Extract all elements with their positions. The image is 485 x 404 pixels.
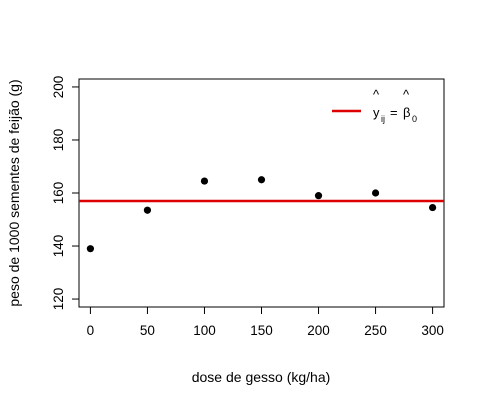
- x-tick-label: 200: [307, 323, 330, 338]
- data-point: [143, 206, 152, 214]
- svg-text:^: ^: [373, 87, 380, 102]
- x-axis-label: dose de gesso (kg/ha): [192, 369, 331, 385]
- y-tick-label: 200: [51, 76, 66, 99]
- legend-label: ^ y ij = ^ β 0: [373, 87, 417, 124]
- svg-text:^: ^: [403, 87, 410, 102]
- y-tick-label: 180: [51, 129, 66, 152]
- y-axis: 120 140 160 180 200: [51, 76, 80, 311]
- y-tick-label: 160: [51, 182, 66, 205]
- legend-lhs-sub: ij: [381, 114, 385, 124]
- legend-lhs: y: [373, 105, 380, 120]
- data-point: [86, 245, 95, 253]
- x-tick-label: 250: [364, 323, 387, 338]
- data-point: [371, 189, 380, 197]
- x-tick-label: 300: [421, 323, 444, 338]
- legend: ^ y ij = ^ β 0: [332, 87, 417, 124]
- data-points: [86, 176, 437, 253]
- y-axis-label: peso de 1000 sementes de feijão (g): [6, 79, 22, 306]
- legend-rhs: β: [403, 105, 410, 120]
- data-point: [200, 177, 209, 185]
- x-axis: 0 50 100 150 200 250 300: [87, 306, 444, 338]
- data-point: [314, 192, 323, 200]
- x-tick-label: 50: [140, 323, 155, 338]
- y-tick-label: 140: [51, 235, 66, 258]
- data-point: [257, 176, 266, 184]
- x-tick-label: 0: [87, 323, 95, 338]
- y-tick-label: 120: [51, 288, 66, 311]
- svg-text:=: =: [390, 105, 398, 120]
- x-tick-label: 150: [250, 323, 273, 338]
- x-tick-label: 100: [193, 323, 216, 338]
- legend-rhs-sub: 0: [412, 114, 417, 124]
- data-point: [428, 203, 437, 212]
